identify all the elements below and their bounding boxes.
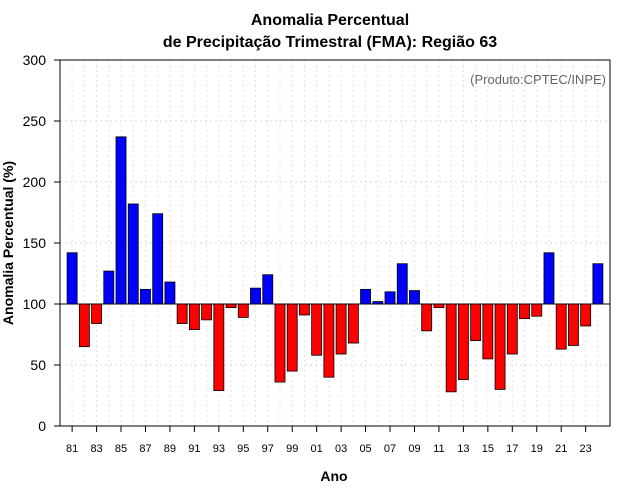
y-tick-label: 250 — [23, 113, 47, 129]
bar-04 — [347, 303, 359, 344]
bar-24 — [592, 263, 604, 305]
bar-02 — [323, 303, 335, 378]
bar-84 — [103, 270, 115, 305]
bar-11 — [433, 303, 445, 309]
bar-99 — [286, 303, 298, 372]
x-tick-label: 17 — [506, 443, 518, 455]
bar-09 — [409, 290, 420, 305]
bar-00 — [299, 303, 310, 316]
x-tick-label: 87 — [139, 443, 151, 455]
x-tick-label: 07 — [384, 443, 396, 455]
x-tick-label: 99 — [286, 443, 298, 455]
bar-92 — [201, 303, 213, 321]
chart-title-line1: Anomalia Percentual — [251, 12, 409, 29]
x-tick-label: 15 — [482, 443, 494, 455]
grid — [60, 59, 610, 427]
bar-86 — [127, 203, 139, 305]
y-tick-label: 0 — [38, 418, 46, 434]
chart-title-line2: de Precipitação Trimestral (FMA): Região… — [163, 34, 497, 51]
bar-81 — [66, 252, 78, 305]
bar-96 — [250, 287, 261, 305]
x-tick-label: 09 — [408, 443, 420, 455]
bar-05 — [360, 288, 371, 305]
bar-20 — [543, 252, 555, 305]
bar-91 — [188, 303, 200, 331]
y-tick-label: 200 — [23, 174, 47, 190]
bar-23 — [580, 303, 592, 327]
bar-89 — [164, 281, 176, 305]
x-tick-label: 13 — [457, 443, 469, 455]
x-tick-label: 83 — [90, 443, 102, 455]
bar-12 — [445, 303, 457, 393]
bar-21 — [555, 303, 567, 350]
bar-90 — [176, 303, 188, 324]
x-tick-label: 91 — [188, 443, 200, 455]
y-tick-label: 150 — [23, 235, 47, 251]
x-tick-label: 93 — [213, 443, 225, 455]
bar-95 — [237, 303, 249, 318]
bar-94 — [225, 303, 237, 309]
bar-07 — [384, 291, 396, 305]
bar-03 — [335, 303, 347, 355]
x-tick-label: 03 — [335, 443, 347, 455]
bar-16 — [494, 303, 506, 390]
x-tick-label: 19 — [531, 443, 543, 455]
bar-85 — [115, 136, 127, 305]
y-axis-label: Anomalia Percentual (%) — [0, 161, 16, 325]
x-tick-label: 81 — [66, 443, 78, 455]
bar-14 — [470, 303, 482, 341]
bar-08 — [396, 263, 408, 305]
bar-18 — [519, 303, 530, 320]
bar-88 — [152, 213, 164, 305]
credit-label: (Produto:CPTEC/INPE) — [470, 72, 606, 87]
bar-01 — [311, 303, 323, 356]
x-tick-label: 95 — [237, 443, 249, 455]
bar-10 — [421, 303, 433, 332]
x-tick-label: 97 — [262, 443, 274, 455]
bar-82 — [78, 303, 90, 348]
y-tick-label: 50 — [30, 357, 46, 373]
x-axis: 81 83 85 87 89 91 93 95 97 99 01 03 05 07 09 11 13 15 17 19… — [66, 426, 592, 455]
x-axis-label: Ano — [320, 468, 347, 484]
bar-97 — [262, 274, 274, 305]
x-tick-label: 11 — [433, 443, 444, 455]
x-tick-label: 85 — [115, 443, 127, 455]
bar-13 — [457, 303, 469, 381]
x-tick-label: 23 — [580, 443, 592, 455]
bar-17 — [506, 303, 518, 355]
bar-19 — [531, 303, 543, 317]
y-tick-label: 300 — [23, 52, 47, 68]
bar-83 — [91, 303, 102, 324]
bar-87 — [140, 288, 151, 305]
bar-15 — [482, 303, 494, 360]
bar-22 — [568, 303, 579, 346]
y-tick-label: 100 — [23, 296, 47, 312]
x-tick-label: 89 — [164, 443, 176, 455]
x-tick-label: 01 — [311, 443, 323, 455]
bar-98 — [274, 303, 286, 383]
x-tick-label: 21 — [555, 443, 567, 455]
x-tick-label: 05 — [359, 443, 371, 455]
y-axis: 0 50 100 150 200 250 300 — [23, 52, 60, 434]
bars — [66, 136, 604, 393]
bar-93 — [213, 303, 225, 392]
